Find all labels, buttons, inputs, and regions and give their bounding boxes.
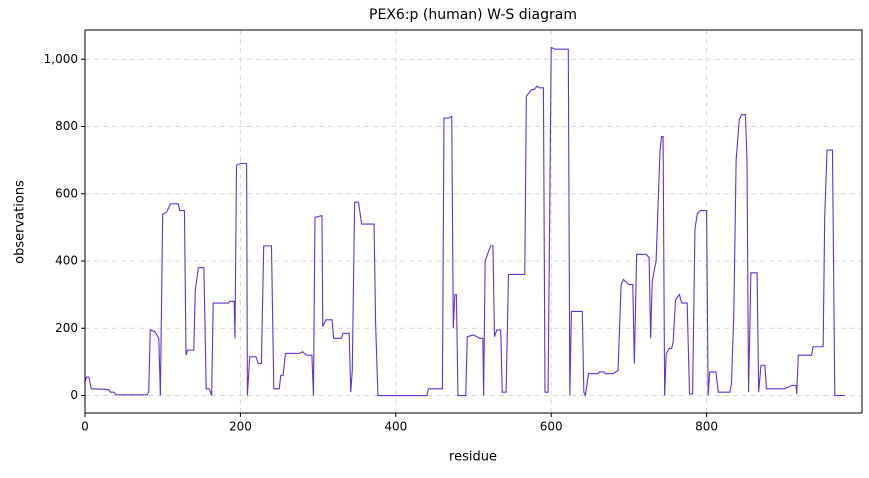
x-axis-label: residue [449,450,497,465]
y-tick-label: 200 [55,321,78,335]
y-tick-label: 0 [70,388,78,402]
y-tick-label: 600 [55,186,78,200]
x-tick-label: 200 [229,420,252,434]
chart-title: PEX6:p (human) W-S diagram [369,7,577,23]
y-tick-label: 1,000 [44,52,78,66]
x-tick-label: 800 [695,420,718,434]
y-tick-label: 800 [55,119,78,133]
plot-frame [84,29,863,414]
data-line [84,46,845,398]
x-tick-label: 0 [81,420,89,434]
y-axis-label: observations [13,180,28,264]
x-tick-label: 400 [384,420,407,434]
y-tick-label: 400 [55,254,78,268]
x-tick-label: 600 [540,420,563,434]
